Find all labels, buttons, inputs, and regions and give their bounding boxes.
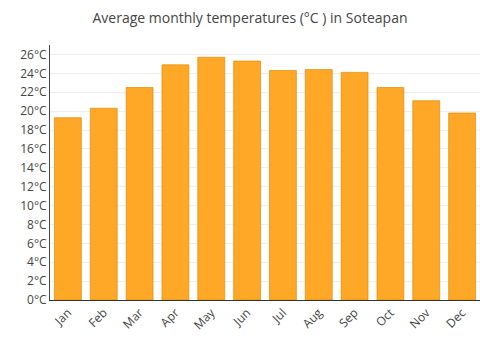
svg-text:6°C: 6°C bbox=[27, 235, 47, 252]
svg-text:Aug: Aug bbox=[299, 304, 327, 332]
svg-text:4°C: 4°C bbox=[27, 253, 47, 270]
svg-text:Apr: Apr bbox=[156, 304, 182, 330]
svg-text:Jun: Jun bbox=[229, 304, 254, 329]
svg-text:12°C: 12°C bbox=[20, 178, 47, 195]
svg-text:Jan: Jan bbox=[50, 304, 75, 329]
svg-text:Mar: Mar bbox=[119, 304, 147, 332]
svg-text:Oct: Oct bbox=[372, 304, 398, 330]
svg-text:10°C: 10°C bbox=[20, 197, 47, 214]
svg-text:22°C: 22°C bbox=[20, 83, 47, 100]
svg-text:May: May bbox=[190, 304, 219, 333]
svg-text:Average monthly temperatures (: Average monthly temperatures (°C ) in So… bbox=[92, 8, 407, 27]
svg-text:Jul: Jul bbox=[268, 304, 290, 326]
svg-text:Nov: Nov bbox=[406, 304, 434, 332]
svg-text:26°C: 26°C bbox=[20, 46, 47, 63]
svg-text:Dec: Dec bbox=[442, 304, 469, 331]
svg-text:18°C: 18°C bbox=[20, 121, 47, 138]
svg-text:Sep: Sep bbox=[335, 304, 362, 331]
svg-text:Feb: Feb bbox=[84, 304, 110, 330]
svg-text:24°C: 24°C bbox=[20, 65, 47, 82]
svg-text:8°C: 8°C bbox=[27, 216, 47, 233]
svg-text:20°C: 20°C bbox=[20, 102, 47, 119]
svg-text:16°C: 16°C bbox=[20, 140, 47, 157]
svg-text:0°C: 0°C bbox=[27, 291, 47, 308]
svg-text:2°C: 2°C bbox=[27, 272, 47, 289]
svg-text:14°C: 14°C bbox=[20, 159, 47, 176]
